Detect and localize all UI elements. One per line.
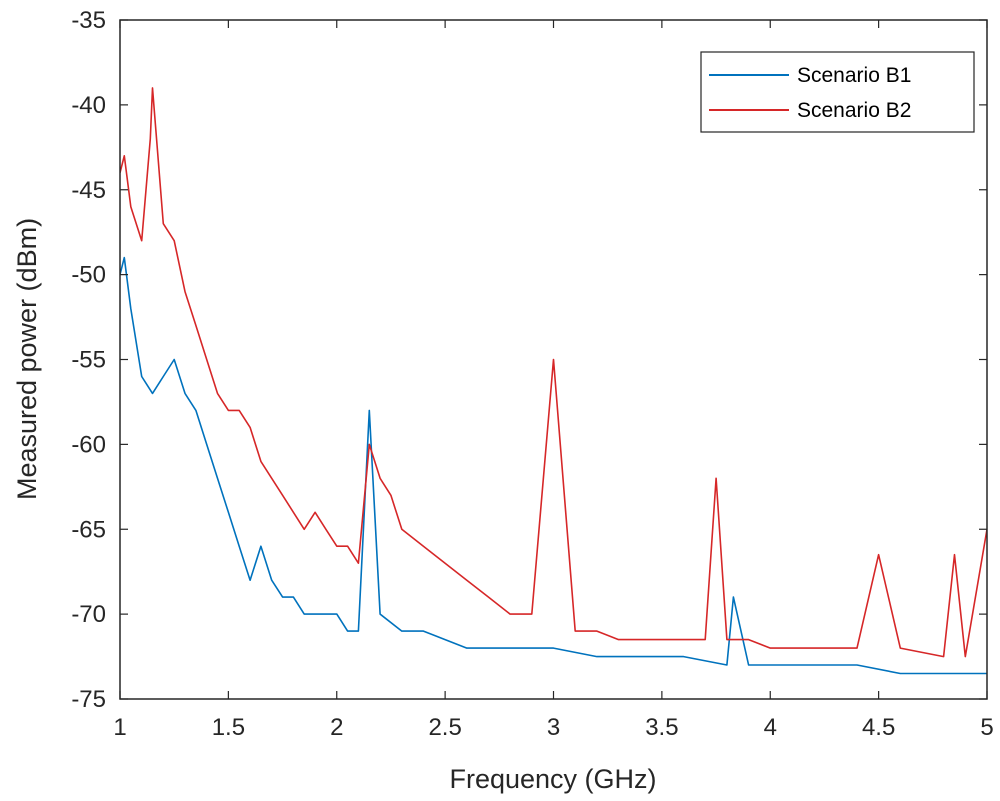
y-tick-label: -45 bbox=[71, 177, 106, 204]
x-tick-label: 5 bbox=[980, 714, 993, 741]
y-tick-label: -65 bbox=[71, 516, 106, 543]
y-tick-label: -40 bbox=[71, 92, 106, 119]
x-tick-label: 3.5 bbox=[645, 714, 678, 741]
series-line-scenario-b2 bbox=[120, 87, 987, 658]
legend: Scenario B1 Scenario B2 bbox=[700, 51, 975, 133]
series-layer bbox=[120, 87, 987, 675]
y-tick-label: -35 bbox=[71, 7, 106, 34]
y-tick-label: -70 bbox=[71, 601, 106, 628]
y-tick-label: -50 bbox=[71, 262, 106, 289]
legend-label-scenario-b1: Scenario B1 bbox=[797, 64, 911, 87]
y-tick-label: -60 bbox=[71, 431, 106, 458]
y-axis-title: Measured power (dBm) bbox=[12, 218, 42, 500]
legend-box bbox=[700, 51, 975, 133]
x-tick-label: 1.5 bbox=[212, 714, 245, 741]
series-line-scenario-b1 bbox=[120, 256, 987, 675]
x-axis-title: Frequency (GHz) bbox=[449, 764, 656, 794]
y-tick-label: -55 bbox=[71, 347, 106, 374]
ticks-layer: 1 1.5 2 2.5 3 3.5 4 4.5 5 -35 -40 -45 -50 -55 -60 -65 -7… bbox=[71, 7, 993, 741]
x-tick-label: 4.5 bbox=[862, 714, 895, 741]
x-tick-label: 4 bbox=[764, 714, 777, 741]
legend-label-scenario-b2: Scenario B2 bbox=[797, 99, 911, 122]
x-tick-label: 1 bbox=[113, 714, 126, 741]
y-tick-label: -75 bbox=[71, 686, 106, 713]
x-tick-label: 2 bbox=[330, 714, 343, 741]
x-tick-label: 3 bbox=[547, 714, 560, 741]
x-tick-label: 2.5 bbox=[428, 714, 461, 741]
